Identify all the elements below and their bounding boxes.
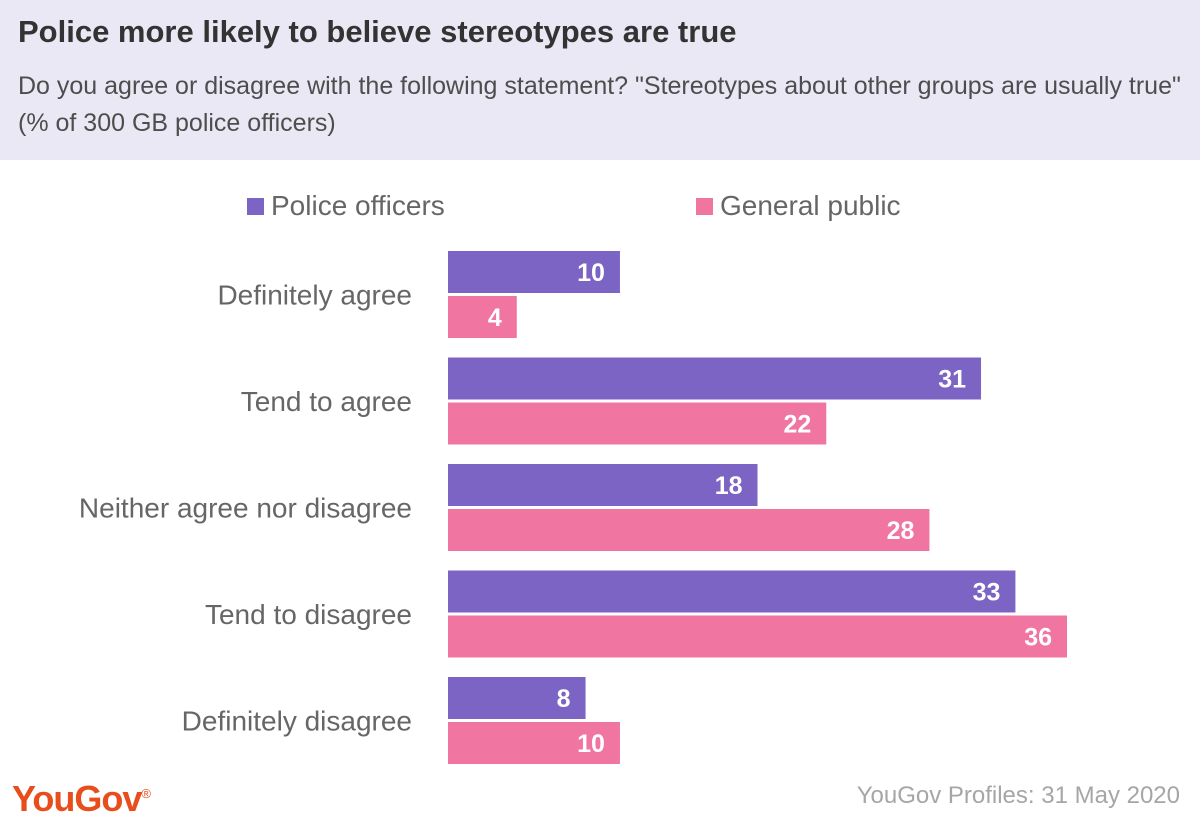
bar-police-officers-neither-agree-nor-disagree [448, 464, 758, 506]
legend-label-police-officers: Police officers [271, 190, 445, 221]
bar-general-public-neither-agree-nor-disagree [448, 509, 930, 551]
category-label-definitely-disagree: Definitely disagree [182, 706, 412, 737]
legend-swatch-police-officers [247, 197, 264, 215]
bar-police-officers-tend-to-disagree [448, 570, 1016, 613]
data-label-police-officers-tend-to-disagree: 33 [973, 579, 1001, 607]
category-label-definitely-agree: Definitely agree [217, 280, 412, 311]
yougov-logo-text: YouGov [12, 778, 142, 819]
data-label-police-officers-definitely-agree: 10 [577, 259, 605, 287]
chart-title: Police more likely to believe stereotype… [18, 14, 737, 49]
bar-general-public-tend-to-disagree [448, 615, 1067, 658]
yougov-logo: YouGov® [12, 778, 151, 820]
data-label-general-public-tend-to-disagree: 36 [1024, 624, 1052, 652]
bar-police-officers-tend-to-agree [448, 357, 982, 400]
bar-police-officers-definitely-agree [448, 251, 620, 293]
header-band: Police more likely to believe stereotype… [0, 0, 1200, 160]
source-note: YouGov Profiles: 31 May 2020 [856, 782, 1180, 809]
data-label-police-officers-neither-agree-nor-disagree: 18 [715, 472, 743, 500]
bar-general-public-definitely-agree [448, 296, 517, 338]
bar-police-officers-definitely-disagree [448, 677, 586, 719]
category-label-neither-agree-nor-disagree: Neither agree nor disagree [79, 493, 412, 524]
trademark-mark: ® [141, 786, 151, 801]
data-label-general-public-definitely-agree: 4 [488, 304, 502, 332]
legend-item-police-officers: Police officers [247, 190, 445, 222]
data-label-general-public-neither-agree-nor-disagree: 28 [887, 517, 915, 545]
data-label-general-public-tend-to-agree: 22 [783, 411, 811, 439]
data-label-police-officers-tend-to-agree: 31 [938, 366, 966, 394]
data-label-general-public-definitely-disagree: 10 [577, 730, 605, 758]
bar-general-public-definitely-disagree [448, 722, 620, 764]
category-label-tend-to-disagree: Tend to disagree [205, 599, 412, 630]
legend-label-general-public: General public [720, 190, 901, 221]
legend-item-general-public: General public [696, 190, 901, 222]
data-label-police-officers-definitely-disagree: 8 [557, 685, 571, 713]
category-label-tend-to-agree: Tend to agree [241, 386, 412, 417]
bar-general-public-tend-to-agree [448, 402, 827, 445]
chart-subtitle: Do you agree or disagree with the follow… [18, 72, 1181, 137]
legend-swatch-general-public [696, 197, 713, 215]
